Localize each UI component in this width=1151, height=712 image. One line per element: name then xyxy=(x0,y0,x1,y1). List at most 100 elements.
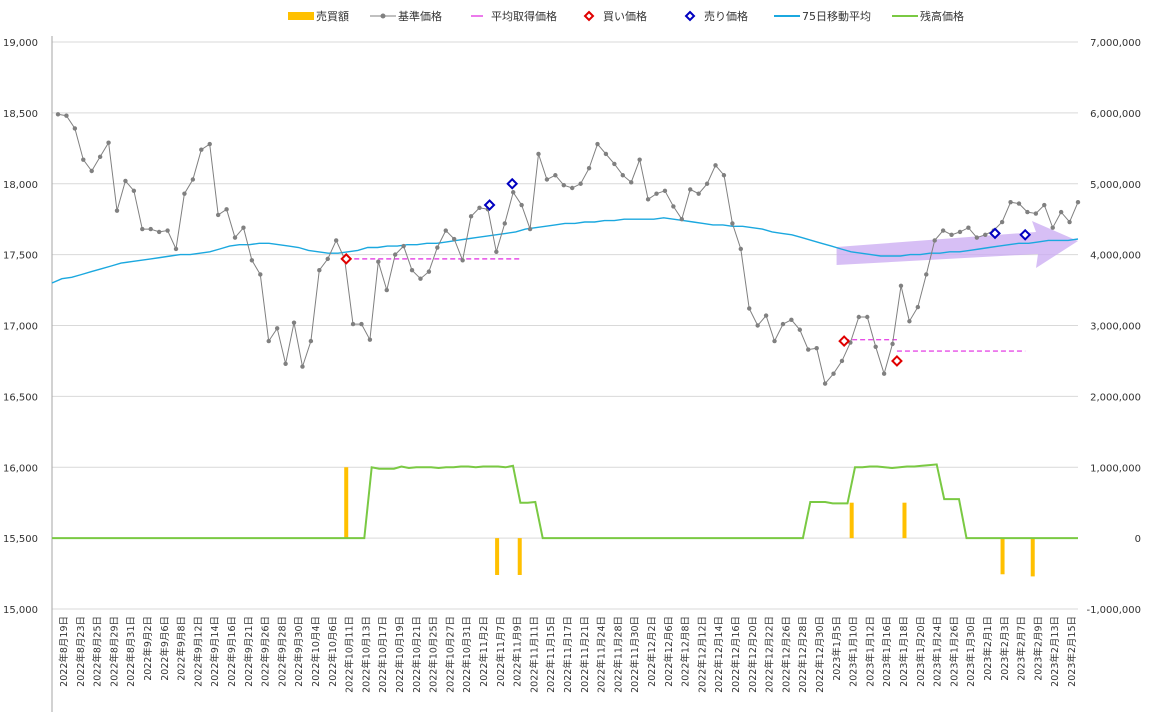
base-price-point xyxy=(578,181,583,186)
base-price-point xyxy=(64,113,69,118)
base-price-point xyxy=(1033,211,1039,216)
x-tick-label: 2022年10月25日 xyxy=(428,616,440,693)
base-price-point xyxy=(603,151,609,157)
base-price-point xyxy=(763,313,769,318)
base-price-point xyxy=(131,188,137,194)
base-price-point xyxy=(460,258,465,263)
y-left-tick-label: 19,000 xyxy=(3,38,38,49)
x-tick-label: 2022年11月17日 xyxy=(562,616,574,693)
base-price-point xyxy=(1067,219,1072,225)
base-price-point xyxy=(1008,199,1013,205)
sell-price-marker xyxy=(1019,228,1032,241)
trend-arrow-annotation xyxy=(836,221,1078,268)
x-tick-label: 2022年12月14日 xyxy=(713,616,725,693)
base-price-point xyxy=(940,228,946,233)
base-price-point xyxy=(662,188,668,194)
legend: 売買額 基準価格 平均取得価格 買い価格 売り価格 75日移動平均 残高価格 xyxy=(288,9,964,23)
legend-label: 平均取得価格 xyxy=(491,9,557,23)
legend-label: 売買額 xyxy=(316,10,349,23)
base-price-point xyxy=(215,212,221,218)
x-tick-label: 2023年2月1日 xyxy=(982,616,994,681)
base-price-point xyxy=(241,225,246,230)
base-price-point xyxy=(637,157,642,162)
legend-label: 買い価格 xyxy=(603,9,647,23)
base-price-point xyxy=(654,191,659,196)
base-price-point xyxy=(418,276,423,281)
base-price-point xyxy=(839,358,845,364)
base-price-point xyxy=(721,173,727,178)
base-price-point xyxy=(890,341,895,347)
x-tick-label: 2022年10月27日 xyxy=(444,616,456,693)
gridlines xyxy=(51,36,1078,712)
base-price-point xyxy=(350,321,356,327)
base-price-point xyxy=(932,238,937,243)
x-tick-label: 2023年1月26日 xyxy=(948,616,960,687)
base-price-point xyxy=(274,326,280,331)
x-tick-label: 2022年11月24日 xyxy=(596,616,608,693)
x-tick-label: 2023年2月7日 xyxy=(1016,616,1028,681)
base-price-point xyxy=(1016,201,1022,206)
x-tick-label: 2022年8月19日 xyxy=(58,616,70,687)
base-price-point xyxy=(384,287,389,293)
base-price-point xyxy=(72,126,78,131)
x-tick-label: 2022年12月22日 xyxy=(764,616,776,693)
y-left-tick-label: 16,500 xyxy=(3,392,38,403)
y-right-tick-label: 5,000,000 xyxy=(1090,180,1141,191)
base-price-point xyxy=(612,161,617,167)
y-right-tick-label: 3,000,000 xyxy=(1090,322,1141,333)
x-tick-label: 2023年1月30日 xyxy=(965,616,977,687)
x-tick-label: 2022年9月12日 xyxy=(192,616,204,687)
trade-amount-bar xyxy=(495,538,500,575)
base-price-point xyxy=(1042,202,1047,208)
base-price-point xyxy=(451,236,457,242)
base-price-point xyxy=(907,319,912,324)
series-lines xyxy=(51,112,1081,540)
x-tick-label: 2022年12月2日 xyxy=(646,616,658,687)
base-price-point xyxy=(190,177,196,182)
base-price-point xyxy=(856,314,862,320)
trade-markers xyxy=(340,177,1032,367)
base-price-point xyxy=(300,364,305,369)
base-price-point xyxy=(55,112,61,117)
base-price-point xyxy=(182,191,187,196)
legend-label: 75日移動平均 xyxy=(802,9,871,23)
x-tick-label: 2022年11月11日 xyxy=(528,616,540,693)
base-price-point xyxy=(595,141,600,147)
legend-swatch-diamond xyxy=(684,10,696,22)
base-price-point xyxy=(755,323,760,328)
base-price-point xyxy=(426,269,432,274)
base-price-point xyxy=(679,216,685,222)
base-price-point xyxy=(789,317,794,323)
x-tick-label: 2022年8月31日 xyxy=(125,616,137,687)
y-left-tick-label: 16,000 xyxy=(3,463,38,474)
base-price-point xyxy=(671,204,676,209)
x-tick-label: 2023年2月3日 xyxy=(999,616,1011,681)
x-tick-label: 2022年12月26日 xyxy=(780,616,792,693)
x-tick-label: 2022年10月6日 xyxy=(327,616,339,687)
legend-label: 基準価格 xyxy=(398,9,442,23)
base-price-point xyxy=(409,268,415,273)
y-left-tick-label: 18,500 xyxy=(3,109,38,120)
base-price-point xyxy=(1058,209,1064,215)
base-price-line xyxy=(57,113,1079,385)
x-tick-label: 2022年9月26日 xyxy=(260,616,272,687)
y-axis-right: -1,000,000 0 1,000,000 2,000,000 3,000,000 4,… xyxy=(1086,38,1141,616)
base-price-point xyxy=(140,226,145,232)
base-price-point xyxy=(401,243,406,249)
x-tick-label: 2022年11月21日 xyxy=(579,616,591,693)
y-left-tick-label: 15,000 xyxy=(3,605,38,616)
base-price-point xyxy=(645,197,651,202)
x-tick-label: 2023年1月20日 xyxy=(915,616,927,687)
base-price-point xyxy=(983,232,988,237)
base-price-point xyxy=(258,272,263,277)
base-price-point xyxy=(696,191,701,196)
base-price-point xyxy=(544,177,550,182)
base-price-point xyxy=(123,178,128,184)
base-price-point xyxy=(553,173,558,178)
base-price-point xyxy=(359,321,364,327)
buy-price-marker xyxy=(891,355,903,367)
base-price-point xyxy=(106,140,111,145)
base-price-point xyxy=(519,202,524,208)
trade-amount-bar xyxy=(1000,538,1005,575)
trend-arrow xyxy=(836,221,1078,268)
